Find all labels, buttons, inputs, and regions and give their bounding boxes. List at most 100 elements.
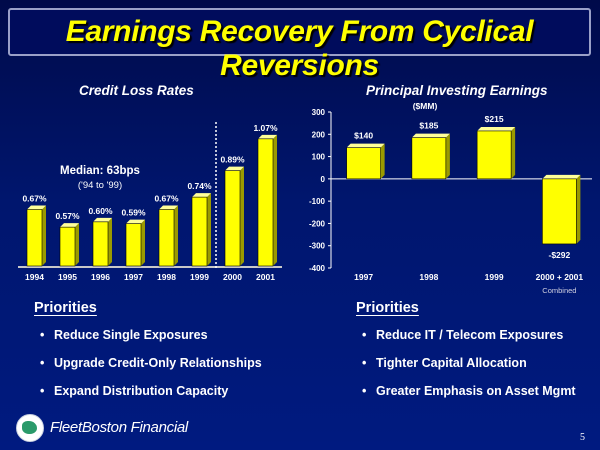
credit-loss-year-label: 1998 (157, 272, 176, 282)
principal-investing-category-label: 1998 (419, 272, 438, 282)
priority-text: Reduce Single Exposures (54, 328, 208, 342)
category-note: Combined (542, 286, 576, 295)
credit-loss-bar-side (75, 223, 79, 266)
credit-loss-value-label: 0.59% (121, 208, 146, 218)
principal-investing-chart-title: Principal Investing Earnings (366, 83, 548, 98)
credit-loss-bar-top (225, 166, 244, 171)
median-range-annotation: ('94 to '99) (78, 180, 122, 191)
principal-investing-bar (411, 137, 447, 180)
principal-investing-bar-top (411, 133, 450, 138)
credit-loss-bar-top (93, 217, 112, 222)
right-priority-item: • Reduce IT / Telecom Exposures (362, 327, 576, 355)
priority-text: Reduce IT / Telecom Exposures (376, 328, 564, 342)
credit-loss-bar (191, 196, 208, 267)
credit-loss-year-label: 1997 (124, 272, 143, 282)
credit-loss-bar-side (174, 205, 178, 266)
principal-investing-bar-side (576, 174, 581, 244)
credit-loss-bar (224, 170, 241, 267)
priority-text: Upgrade Credit-Only Relationships (54, 356, 262, 370)
credit-loss-year-label: 1994 (25, 272, 44, 282)
principal-investing-value-label: $140 (354, 131, 373, 141)
principal-investing-category-label: 1999 (485, 272, 504, 282)
credit-loss-bar-top (60, 223, 79, 228)
brand-name: FleetBoston Financial (50, 419, 188, 436)
credit-loss-chart-title: Credit Loss Rates (79, 83, 194, 98)
left-priority-item: • Upgrade Credit-Only Relationships (40, 355, 262, 383)
credit-loss-bar (92, 221, 109, 267)
credit-loss-bar-side (141, 219, 145, 266)
right-priorities-heading: Priorities (356, 300, 419, 316)
credit-loss-bar-top (192, 193, 211, 198)
credit-loss-bar (158, 209, 175, 267)
y-tick-label: -100 (309, 197, 326, 206)
right-priorities-list: • Reduce IT / Telecom Exposures • Tighter C… (362, 327, 576, 411)
principal-investing-value-label: $185 (419, 121, 438, 131)
principal-investing-chart: ($MM) 300 200 100 0 -100 -200 -300 -400 $140 1997 $… (309, 101, 592, 295)
credit-loss-year-label: 2001 (256, 272, 275, 282)
credit-loss-bar-top (27, 205, 46, 210)
credit-loss-bar-side (273, 134, 277, 266)
principal-investing-bar (346, 147, 381, 180)
credit-loss-bar-side (108, 217, 112, 266)
credit-loss-year-label: 1996 (91, 272, 110, 282)
left-priority-item: • Expand Distribution Capacity (40, 383, 262, 411)
priority-text: Greater Emphasis on Asset Mgmt (376, 384, 576, 398)
bullet-icon: • (40, 356, 45, 370)
left-priority-item: • Reduce Single Exposures (40, 327, 262, 355)
credit-loss-value-label: 1.07% (253, 123, 278, 133)
priority-text: Tighter Capital Allocation (376, 356, 527, 370)
principal-investing-bar-top (477, 126, 516, 131)
credit-loss-value-label: 0.74% (187, 181, 212, 191)
page-number: 5 (580, 432, 585, 443)
right-priority-item: • Greater Emphasis on Asset Mgmt (362, 383, 576, 411)
credit-loss-bar (257, 138, 274, 267)
slide-title: Earnings Recovery From Cyclical Reversio… (65, 15, 534, 82)
median-annotation: Median: 63bps (60, 165, 140, 177)
principal-investing-value-label: -$292 (549, 250, 571, 260)
credit-loss-bar (59, 226, 76, 267)
y-tick-label: -200 (309, 219, 326, 228)
credit-loss-value-label: 0.57% (55, 211, 80, 221)
bullet-icon: • (362, 384, 367, 398)
y-tick-label: 0 (321, 175, 326, 184)
principal-investing-bar-top (542, 174, 581, 179)
credit-loss-chart: 0.67% 1994 0.57% 1995 0.60% 1996 0.59% 1997 0.67… (18, 122, 282, 282)
principal-investing-bar-top (346, 143, 385, 148)
principal-investing-category-label: 1997 (354, 272, 373, 282)
left-priorities-heading: Priorities (34, 300, 97, 316)
bullet-icon: • (362, 356, 367, 370)
credit-loss-year-label: 1999 (190, 272, 209, 282)
credit-loss-value-label: 0.67% (22, 193, 47, 203)
right-priority-item: • Tighter Capital Allocation (362, 355, 576, 383)
principal-investing-bar (542, 178, 577, 245)
y-tick-label: 300 (312, 108, 326, 117)
slide-title-box: Earnings Recovery From Cyclical Reversio… (8, 8, 591, 82)
bullet-icon: • (40, 384, 45, 398)
credit-loss-value-label: 0.60% (88, 206, 113, 216)
y-tick-label: 100 (312, 153, 326, 162)
credit-loss-bar (125, 223, 142, 267)
principal-investing-bar-side (511, 126, 516, 179)
fleetboston-logo-icon (16, 414, 44, 442)
credit-loss-bar-side (42, 205, 46, 266)
principal-investing-subtitle: ($MM) (413, 101, 438, 111)
x-axis-line (18, 266, 282, 268)
principal-investing-bar (476, 130, 512, 180)
credit-loss-value-label: 0.89% (220, 155, 245, 165)
y-tick-label: -300 (309, 242, 326, 251)
principal-investing-bar-side (445, 133, 450, 179)
credit-loss-bar-top (126, 219, 145, 224)
credit-loss-year-label: 1995 (58, 272, 77, 282)
y-tick-label: -400 (309, 264, 326, 273)
credit-loss-bar-top (258, 134, 277, 139)
credit-loss-bar-top (159, 205, 178, 210)
priority-text: Expand Distribution Capacity (54, 384, 229, 398)
principal-investing-value-label: $215 (485, 114, 504, 124)
principal-investing-category-label: 2000 + 2001 (536, 272, 584, 282)
principal-investing-bar-side (380, 143, 385, 179)
bullet-icon: • (40, 328, 45, 342)
y-tick-label: 200 (312, 130, 326, 139)
credit-loss-bar (26, 209, 43, 267)
credit-loss-bar-side (207, 193, 211, 266)
credit-loss-value-label: 0.67% (154, 193, 179, 203)
